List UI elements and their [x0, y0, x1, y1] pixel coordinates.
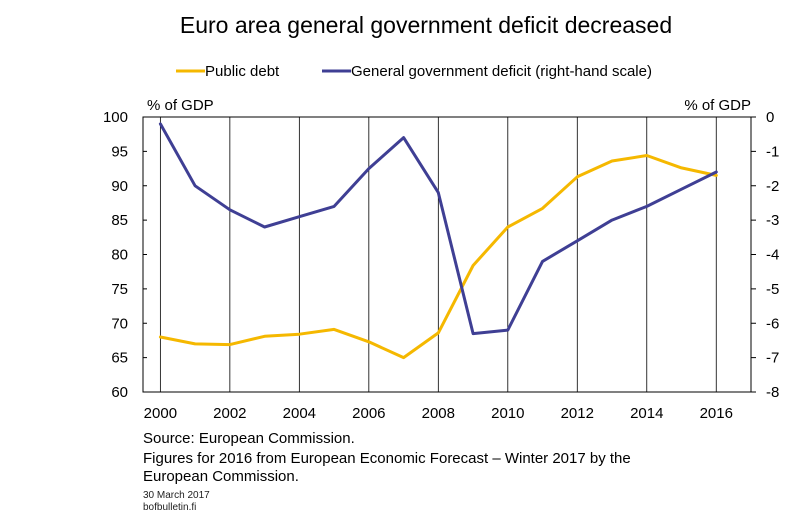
chart-title: Euro area general government deficit dec…	[180, 12, 672, 38]
x-tick-label: 2014	[630, 405, 663, 422]
website: bofbulletin.fi	[143, 502, 197, 513]
chart: Euro area general government deficit dec…	[103, 12, 779, 422]
left-tick-label: 65	[111, 350, 128, 367]
x-axis: 2000 2002 2004 2006 2008 2010 2012 2014 2016	[144, 405, 733, 422]
x-tick-label: 2002	[213, 405, 246, 422]
left-axis-unit: % of GDP	[147, 97, 214, 114]
right-tick-label: -8	[766, 384, 779, 401]
right-tick-label: -7	[766, 350, 779, 367]
legend-label-public-debt: Public debt	[205, 63, 280, 80]
legend-label-deficit: General government deficit (right-hand s…	[351, 63, 652, 80]
right-tick-label: 0	[766, 109, 774, 126]
figures-note-line1: Figures for 2016 from European Economic …	[143, 450, 631, 467]
left-tick-label: 75	[111, 281, 128, 298]
left-tick-label: 80	[111, 247, 128, 264]
grid	[159, 117, 717, 392]
left-tick-label: 90	[111, 178, 128, 195]
right-tick-label: -3	[766, 212, 779, 229]
series-line-deficit	[158, 122, 718, 336]
plot-frame	[142, 116, 752, 393]
x-tick-label: 2004	[283, 405, 316, 422]
x-tick-label: 2016	[700, 405, 733, 422]
left-tick-label: 95	[111, 143, 128, 160]
right-tick-label: -4	[766, 247, 779, 264]
publication-date: 30 March 2017	[143, 490, 210, 501]
right-tick-label: -1	[766, 143, 779, 160]
series-layer	[158, 122, 718, 360]
right-tick-label: -6	[766, 315, 779, 332]
x-tick-label: 2010	[491, 405, 524, 422]
right-tick-label: -5	[766, 281, 779, 298]
left-axis: 100 95 90 85 80 75 70 65 60	[103, 109, 147, 401]
x-tick-label: 2012	[561, 405, 594, 422]
x-tick-label: 2008	[422, 405, 455, 422]
figures-note-line2: European Commission.	[143, 468, 299, 485]
right-tick-label: -2	[766, 178, 779, 195]
legend: Public debt General government deficit (…	[176, 63, 652, 80]
left-tick-label: 60	[111, 384, 128, 401]
left-tick-label: 70	[111, 315, 128, 332]
left-tick-label: 85	[111, 212, 128, 229]
source-note: Source: European Commission.	[143, 430, 355, 447]
right-axis-unit: % of GDP	[684, 97, 751, 114]
left-tick-label: 100	[103, 109, 128, 126]
series-line-public-debt	[158, 154, 718, 360]
x-tick-label: 2006	[352, 405, 385, 422]
x-tick-label: 2000	[144, 405, 177, 422]
right-axis: 0 -1 -2 -3 -4 -5 -6 -7 -8	[751, 109, 779, 401]
